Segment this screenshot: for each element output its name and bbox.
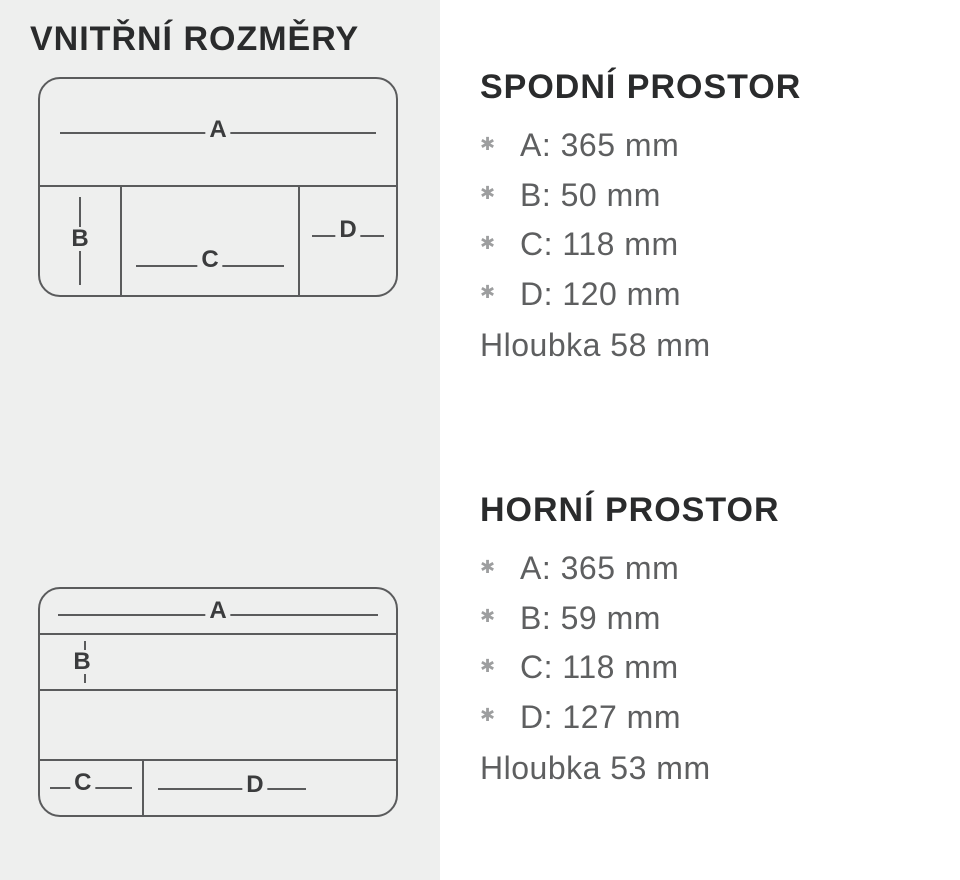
dimension-list-top: A: 365 mm B: 59 mm C: 118 mm D: 127 mm H… [480,544,930,794]
label-b2: B [69,650,94,674]
diagram2-row-blank [40,691,396,761]
dimension-item: A: 365 mm [480,544,930,594]
dimension-item: D: 127 mm [480,693,930,743]
section-bottom-space: SPODNÍ PROSTOR A: 365 mm B: 50 mm C: 118… [480,68,930,371]
label-c: C [197,248,222,272]
diagram1-cell-c: C [122,187,300,295]
label-d: D [335,218,360,242]
diagram2-row-cd: C D [40,761,396,815]
dimension-item: B: 50 mm [480,171,930,221]
section-title-bottom: SPODNÍ PROSTOR [480,68,930,107]
diagram2-row-b: B [40,635,396,691]
diagram1-row-bcd: B C D [40,187,396,295]
label-a2: A [205,599,230,623]
label-a: A [205,118,230,142]
dimension-item: D: 120 mm [480,270,930,320]
dimension-depth: Hloubka 58 mm [480,321,930,371]
label-c2: C [70,771,95,795]
dimension-line-d2 [158,788,306,790]
dimension-item: C: 118 mm [480,220,930,270]
dimension-item: A: 365 mm [480,121,930,171]
main-title: VNITŘNÍ ROZMĚRY [30,20,410,59]
diagram-bottom-space: A B C D [38,77,398,297]
left-panel: VNITŘNÍ ROZMĚRY A B C D A [0,0,440,880]
diagram-top-space: A B C D [38,587,398,817]
label-b: B [67,227,92,251]
diagram1-cell-d: D [300,187,396,295]
right-panel: SPODNÍ PROSTOR A: 365 mm B: 50 mm C: 118… [440,0,960,880]
section-top-space: HORNÍ PROSTOR A: 365 mm B: 59 mm C: 118 … [480,491,930,794]
label-d2: D [242,773,267,797]
dimension-item: C: 118 mm [480,643,930,693]
section-title-top: HORNÍ PROSTOR [480,491,930,530]
diagram2-row-a: A [40,589,396,635]
diagram1-row-a: A [40,79,396,187]
dimension-list-bottom: A: 365 mm B: 50 mm C: 118 mm D: 120 mm H… [480,121,930,371]
dimension-item: B: 59 mm [480,594,930,644]
diagram2-cell-c: C [40,761,144,815]
dimension-depth: Hloubka 53 mm [480,744,930,794]
diagram2-cell-d: D [144,761,396,815]
diagram1-cell-b: B [40,187,122,295]
